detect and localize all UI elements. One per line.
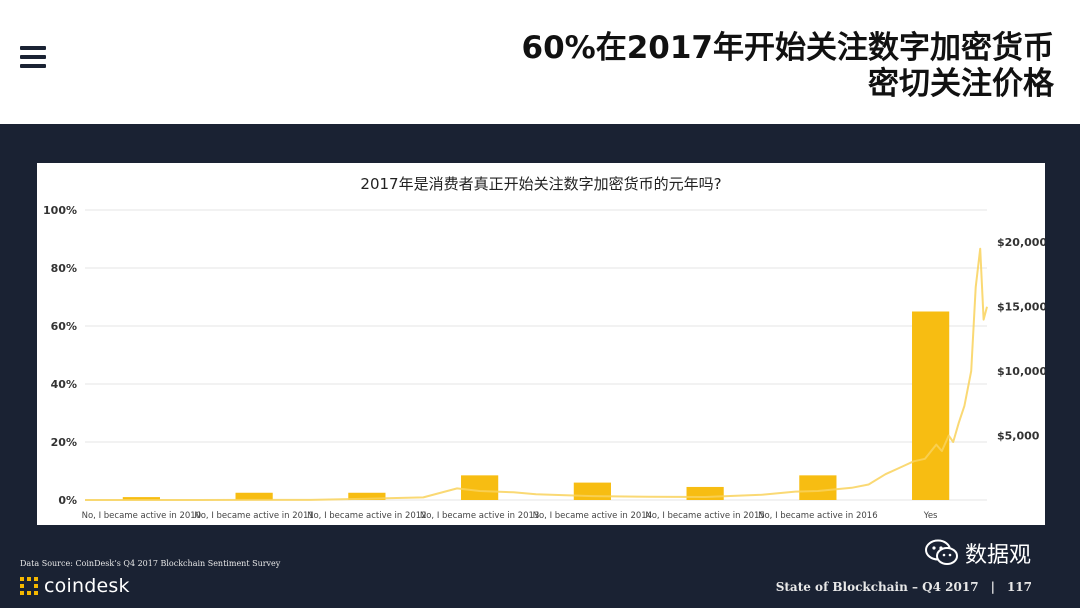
bar <box>235 492 273 500</box>
y2-tick-label: $5,000 <box>997 430 1040 443</box>
x-tick-label: No, I became active in 2010 <box>82 511 202 521</box>
data-source-note: Data Source: CoinDesk’s Q4 2017 Blockcha… <box>20 559 281 568</box>
y2-tick-label: $10,000 <box>997 365 1045 378</box>
wechat-watermark: 数据观 <box>925 537 1031 569</box>
x-tick-label: No, I became active in 2014 <box>533 511 653 521</box>
bar <box>686 486 724 500</box>
slide-title-line1: 60%在2017年开始关注数字加密货币 <box>521 30 1054 66</box>
y-tick-label: 80% <box>51 262 77 275</box>
bar <box>799 475 837 500</box>
y-tick-label: 60% <box>51 320 77 333</box>
bar <box>122 497 160 500</box>
slide-title: 60%在2017年开始关注数字加密货币 密切关注价格 <box>522 30 1054 102</box>
bar <box>912 311 950 500</box>
x-tick-label: No, I became active in 2016 <box>758 511 878 521</box>
slide-title-line2: 密切关注价格 <box>868 66 1054 102</box>
bar <box>348 492 386 500</box>
x-tick-label: No, I became active in 2013 <box>420 511 540 521</box>
chart-panel: 2017年是消费者真正开始关注数字加密货币的元年吗? 0% 20% 40% 60% 80%… <box>37 163 1045 525</box>
y2-tick-label: $20,000 <box>997 236 1045 249</box>
coindesk-logo: coindesk <box>20 575 130 597</box>
bar <box>461 475 499 500</box>
page-number: 117 <box>1006 580 1032 594</box>
x-tick-label: No, I became active in 2015 <box>645 511 765 521</box>
wechat-label: 数据观 <box>965 543 1032 568</box>
y-tick-label: 20% <box>51 436 77 449</box>
menu-icon[interactable] <box>20 46 46 68</box>
footer-info: State of Blockchain – Q4 2017 | 117 <box>776 580 1032 594</box>
price-line <box>85 247 988 501</box>
y-tick-label: 100% <box>43 204 77 217</box>
x-tick-label: No, I became active in 2012 <box>307 511 427 521</box>
title-band: 60%在2017年开始关注数字加密货币 密切关注价格 <box>0 0 1080 124</box>
chart-title: 2017年是消费者真正开始关注数字加密货币的元年吗? <box>360 175 721 193</box>
bar <box>573 482 611 500</box>
coindesk-logo-text: coindesk <box>44 575 130 597</box>
x-tick-label: Yes <box>923 511 938 521</box>
footer-report-name: State of Blockchain – Q4 2017 <box>775 580 979 594</box>
wechat-icon <box>925 539 958 565</box>
y2-tick-label: $15,000 <box>997 301 1045 314</box>
coindesk-logo-icon <box>20 577 38 595</box>
x-tick-label: No, I became active in 2011 <box>194 511 314 521</box>
chart-svg: 2017年是消费者真正开始关注数字加密货币的元年吗? 0% 20% 40% 60% 80%… <box>43 175 1045 521</box>
y-tick-label: 40% <box>51 378 77 391</box>
y-tick-label: 0% <box>58 494 77 507</box>
footer-separator: | <box>990 580 995 594</box>
